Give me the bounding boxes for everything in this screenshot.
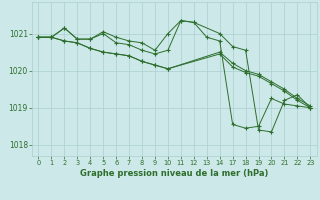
- X-axis label: Graphe pression niveau de la mer (hPa): Graphe pression niveau de la mer (hPa): [80, 169, 268, 178]
